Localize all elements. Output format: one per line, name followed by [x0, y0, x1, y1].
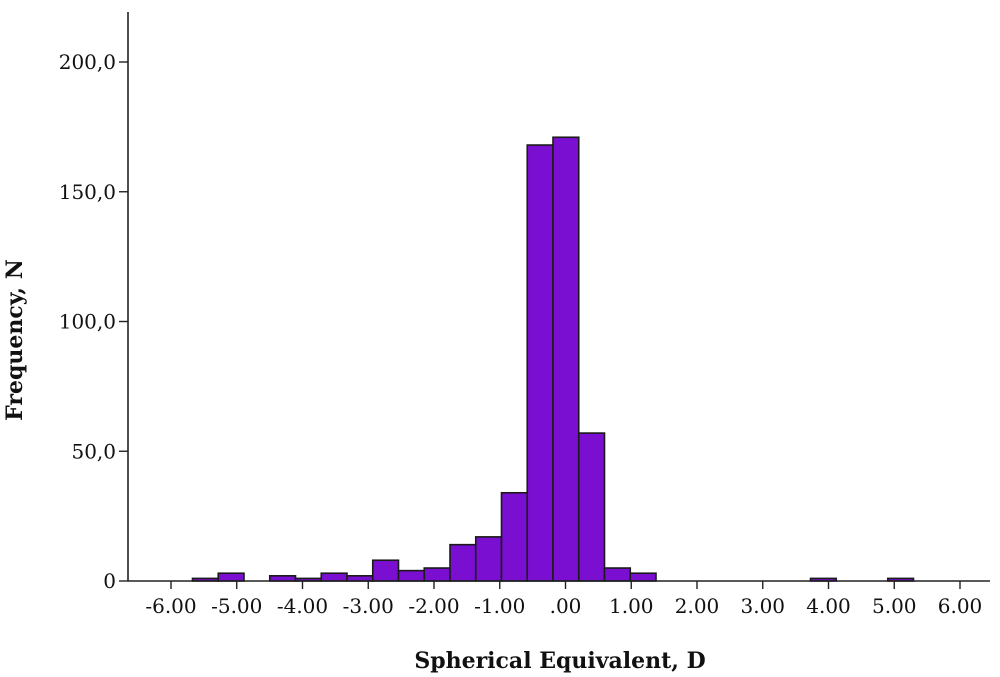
bar-13 — [552, 136, 580, 582]
bar-16 — [629, 572, 657, 582]
y-tick-label-2: 100,0 — [59, 310, 116, 334]
bars-group — [191, 136, 915, 582]
y-axis-title: Frequency, N — [2, 259, 28, 421]
x-tick-label-3: -3.00 — [343, 594, 394, 618]
bar-1 — [217, 572, 245, 582]
bar-9 — [449, 543, 477, 582]
bar-6 — [371, 559, 400, 582]
x-tick-label-12: 6.00 — [938, 594, 983, 618]
x-tick-label-5: -1.00 — [474, 594, 525, 618]
y-tick-label-0: 0 — [103, 569, 116, 593]
bar-14 — [577, 432, 606, 582]
bar-12 — [526, 144, 554, 582]
x-tick-label-1: -5.00 — [211, 594, 262, 618]
x-tick-label-10: 4.00 — [806, 594, 851, 618]
x-axis-title: Spherical Equivalent, D — [414, 648, 705, 674]
x-tick-label-7: 1.00 — [609, 594, 654, 618]
x-tick-label-2: -4.00 — [277, 594, 328, 618]
x-tick-label-9: 3.00 — [740, 594, 785, 618]
bar-8 — [423, 567, 451, 582]
y-tick-label-1: 50,0 — [71, 439, 116, 463]
x-tick-label-6: .00 — [550, 594, 582, 618]
bar-7 — [397, 569, 426, 582]
x-tick-label-0: -6.00 — [145, 594, 196, 618]
x-tick-label-8: 2.00 — [675, 594, 720, 618]
bar-10 — [474, 536, 503, 582]
x-tick-label-4: -2.00 — [408, 594, 459, 618]
x-ticks-group: -6.00 -5.00 -4.00 -3.00 -2.00 -1.00 .00 1.00 2.0… — [145, 581, 982, 618]
bar-15 — [603, 567, 632, 582]
bar-4 — [320, 572, 348, 582]
y-tick-label-3: 150,0 — [59, 180, 116, 204]
y-tick-label-4: 200,0 — [59, 50, 116, 74]
x-tick-label-11: 5.00 — [872, 594, 917, 618]
y-ticks-group: 0 50,0 100,0 150,0 200,0 — [59, 50, 128, 593]
bar-11 — [500, 491, 529, 582]
